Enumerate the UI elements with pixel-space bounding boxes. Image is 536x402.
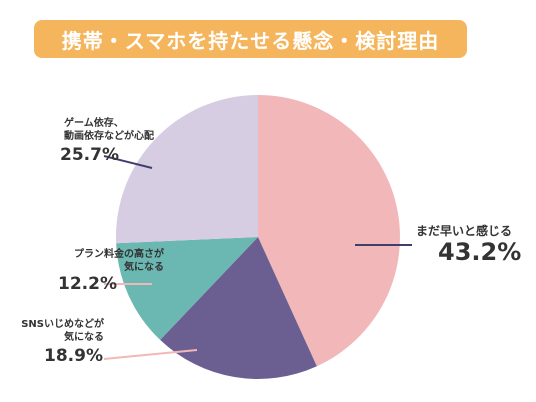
leader-sns-bullying	[103, 349, 198, 360]
chart-title: 携帯・スマホを持たせる懸念・検討理由	[34, 20, 467, 58]
label-too-early: まだ早いと感じる	[416, 224, 513, 238]
pct-game-dependency: 25.7%	[60, 145, 119, 165]
label-plan-cost: プラン料金の高さが 気になる	[74, 249, 164, 273]
slice-sns-bullying	[160, 237, 317, 379]
slice-game-dependency	[115, 94, 258, 244]
slice-too-early	[258, 95, 400, 367]
pct-plan-cost: 12.2%	[58, 274, 117, 294]
label-game-dependency: ゲーム依存、 動画依存などが心配	[64, 118, 154, 142]
pct-sns-bullying: 18.9%	[44, 346, 103, 366]
pct-too-early: 43.2%	[438, 238, 522, 266]
slice-plan-cost	[116, 237, 258, 340]
leader-game-dependency	[103, 155, 153, 169]
label-sns-bullying: SNSいじめなどが 気になる	[21, 319, 104, 343]
